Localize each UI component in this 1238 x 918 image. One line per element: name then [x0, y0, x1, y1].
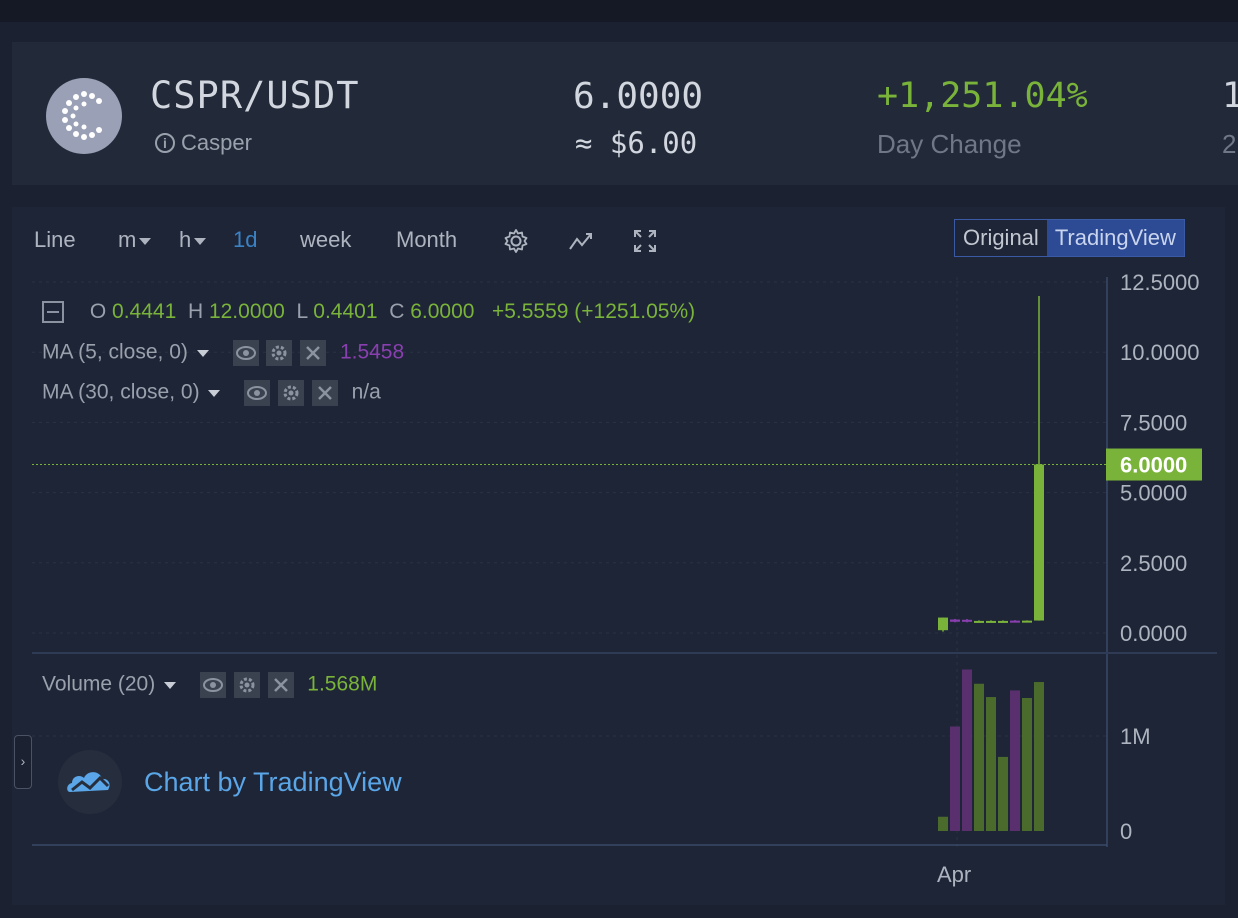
candle-body: [950, 619, 960, 622]
settings-gear-icon[interactable]: [502, 227, 530, 255]
interval-hours-label: h: [179, 227, 192, 252]
interval-line[interactable]: Line: [34, 227, 76, 252]
candle-body: [974, 620, 984, 623]
interval-month[interactable]: Month: [396, 227, 458, 252]
chevron-down-icon[interactable]: [208, 389, 221, 397]
low-label: L: [296, 300, 308, 323]
truncated-stat-label: 2: [1222, 129, 1237, 159]
last-price: 6.0000: [573, 76, 704, 117]
price-tick-label: 0.0000: [1120, 621, 1187, 646]
day-change-label: Day Change: [877, 129, 1022, 159]
tradingview-cloud-icon: [58, 750, 122, 814]
close-icon[interactable]: [311, 380, 338, 406]
truncated-stat-value: 1: [1222, 76, 1238, 116]
open-label: O: [89, 300, 107, 323]
candle-body: [998, 620, 1008, 623]
price-chart[interactable]: 12.5000 10.0000 7.5000 5.0000 2.5000 0.0000 1M…: [12, 207, 1225, 905]
high-value: 12.0000: [208, 300, 285, 323]
ma30-value: n/a: [351, 380, 381, 404]
chart-panel: Line m h 1d week Month Original TradingV…: [12, 207, 1225, 905]
volume-value: 1.568M: [307, 672, 378, 696]
gear-icon[interactable]: [266, 340, 293, 366]
chevron-down-icon: [194, 237, 207, 245]
candle-body: [938, 617, 948, 631]
day-change-value: +1,251.04%: [877, 76, 1088, 116]
indicators-icon[interactable]: [567, 227, 595, 255]
collapse-legend-icon[interactable]: [42, 301, 64, 324]
volume-bar: [938, 816, 948, 831]
volume-bar: [1022, 698, 1032, 831]
volume-bar: [962, 669, 972, 831]
eye-icon[interactable]: [244, 380, 271, 406]
candle-body: [1022, 620, 1032, 623]
candle-body: [1010, 620, 1020, 623]
close-icon[interactable]: [267, 672, 294, 698]
coin-name[interactable]: i Casper: [155, 130, 252, 156]
chevron-down-icon[interactable]: [164, 681, 177, 689]
expand-sidebar-button[interactable]: ›: [14, 735, 32, 789]
low-value: 0.4401: [313, 300, 378, 323]
volume-tick-label: 0: [1120, 819, 1132, 844]
fullscreen-icon[interactable]: [631, 227, 659, 255]
open-value: 0.4441: [112, 300, 177, 323]
gear-icon[interactable]: [233, 672, 260, 698]
last-price-usd: ≈ $6.00: [575, 126, 698, 160]
chevron-down-icon[interactable]: [196, 349, 209, 357]
interval-minutes-dropdown[interactable]: m: [118, 227, 152, 253]
chevron-down-icon: [139, 237, 152, 245]
ohlc-legend: O 0.4441 H 12.0000 L 0.4401 C 6.0000 +5.…: [42, 300, 695, 324]
tradingview-branding[interactable]: Chart by TradingView: [58, 750, 402, 814]
eye-icon[interactable]: [232, 340, 259, 366]
last-price-tag: [1106, 448, 1202, 481]
volume-bar: [1034, 682, 1044, 831]
price-tick-label: 12.5000: [1120, 270, 1200, 295]
candle-body: [986, 620, 996, 623]
chart-toolbar: Line m h 1d week Month Original TradingV…: [12, 207, 1225, 271]
time-tick-label: Apr: [937, 862, 971, 887]
interval-week[interactable]: week: [300, 227, 352, 252]
interval-1d[interactable]: 1d: [233, 227, 258, 252]
close-label: C: [389, 300, 405, 323]
interval-hours-dropdown[interactable]: h: [179, 227, 207, 253]
ma5-value: 1.5458: [339, 340, 405, 364]
pair-title: CSPR/USDT: [150, 74, 360, 117]
casper-logo-icon: [46, 78, 122, 154]
volume-bar: [1010, 690, 1020, 831]
close-value: 6.0000: [410, 300, 475, 323]
volume-label[interactable]: Volume (20): [42, 672, 156, 696]
volume-bar: [998, 756, 1008, 831]
chevron-right-icon: ›: [20, 753, 26, 769]
chart-mode-toggle: Original TradingView: [954, 219, 1185, 257]
ma5-label[interactable]: MA (5, close, 0): [42, 340, 188, 364]
volume-bar: [974, 683, 984, 831]
close-icon[interactable]: [300, 340, 327, 366]
volume-bar: [986, 697, 996, 831]
chart-mode-original[interactable]: Original: [963, 225, 1039, 250]
chart-mode-tradingview[interactable]: TradingView: [1046, 220, 1184, 256]
volume-legend: Volume (20) 1.568M: [42, 672, 377, 698]
last-price-tag-label: 6.0000: [1120, 453, 1187, 478]
volume-tick-label: 1M: [1120, 724, 1151, 749]
price-tick-label: 10.0000: [1120, 340, 1200, 365]
change-value: +5.5559 (+1251.05%): [491, 300, 696, 323]
candle-body: [1034, 464, 1044, 621]
gear-icon[interactable]: [278, 380, 305, 406]
price-tick-label: 2.5000: [1120, 551, 1187, 576]
ticker-header: CSPR/USDT i Casper 6.0000 ≈ $6.00 +1,251…: [12, 42, 1238, 185]
ma30-label[interactable]: MA (30, close, 0): [42, 380, 200, 404]
ma5-legend: MA (5, close, 0) 1.5458: [42, 340, 404, 366]
interval-minutes-label: m: [118, 227, 137, 252]
candle-body: [962, 619, 972, 622]
ma30-legend: MA (30, close, 0) n/a: [42, 380, 381, 406]
eye-icon[interactable]: [199, 672, 226, 698]
volume-bar: [950, 726, 960, 831]
top-strip: [0, 0, 1238, 22]
price-tick-label: 5.0000: [1120, 481, 1187, 506]
branding-text: Chart by TradingView: [144, 766, 402, 797]
info-icon[interactable]: i: [155, 133, 175, 153]
price-tick-label: 7.5000: [1120, 410, 1187, 435]
high-label: H: [187, 300, 204, 323]
coin-name-label: Casper: [181, 130, 252, 155]
